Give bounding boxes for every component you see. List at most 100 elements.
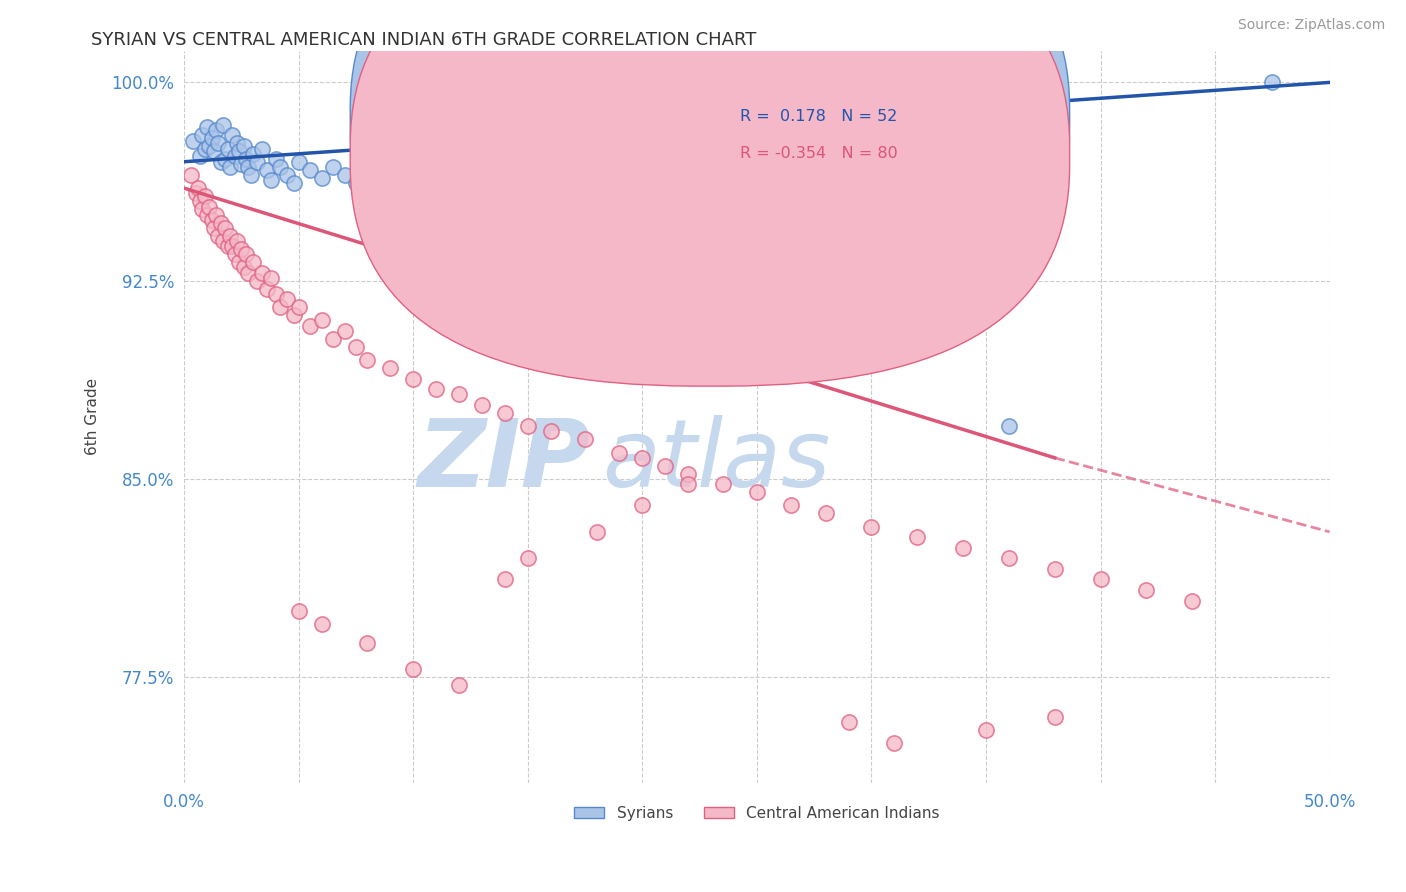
Point	[322, 160, 344, 174]
Point	[585, 524, 607, 539]
Point	[221, 128, 243, 143]
Point	[246, 274, 269, 288]
Point	[998, 419, 1021, 434]
Point	[231, 157, 253, 171]
Point	[269, 160, 291, 174]
Point	[180, 168, 202, 182]
Point	[205, 123, 228, 137]
Text: R = -0.354   N = 80: R = -0.354 N = 80	[740, 145, 897, 161]
Point	[344, 176, 367, 190]
Point	[287, 154, 309, 169]
Point	[191, 128, 214, 143]
Point	[232, 139, 254, 153]
Point	[425, 382, 447, 396]
Point	[1135, 582, 1157, 597]
Point	[224, 247, 246, 261]
Text: Source: ZipAtlas.com: Source: ZipAtlas.com	[1237, 18, 1385, 32]
Point	[205, 208, 228, 222]
Text: R =  0.178   N = 52: R = 0.178 N = 52	[740, 109, 897, 124]
Point	[276, 292, 298, 306]
Point	[209, 154, 232, 169]
Legend: Syrians, Central American Indians: Syrians, Central American Indians	[568, 799, 946, 827]
Point	[228, 255, 250, 269]
FancyBboxPatch shape	[350, 0, 1070, 386]
Point	[256, 162, 278, 177]
Point	[209, 215, 232, 229]
Point	[232, 260, 254, 275]
Point	[260, 173, 283, 187]
Point	[311, 170, 333, 185]
Point	[631, 499, 654, 513]
Point	[723, 168, 745, 182]
Point	[860, 170, 883, 185]
Point	[333, 168, 356, 182]
Point	[225, 234, 247, 248]
Point	[194, 141, 217, 155]
Point	[212, 118, 235, 132]
Point	[256, 282, 278, 296]
Point	[250, 141, 273, 155]
Point	[574, 433, 596, 447]
Point	[676, 467, 699, 481]
Point	[380, 181, 402, 195]
Point	[449, 168, 471, 182]
Point	[1181, 593, 1204, 607]
Point	[745, 485, 768, 500]
Point	[181, 134, 204, 148]
Point	[402, 662, 425, 676]
Point	[225, 136, 247, 151]
Point	[287, 300, 309, 314]
Point	[214, 152, 236, 166]
Point	[425, 176, 447, 190]
Point	[711, 477, 734, 491]
Point	[202, 144, 225, 158]
Point	[221, 239, 243, 253]
Point	[217, 141, 239, 155]
Point	[609, 445, 631, 459]
Point	[219, 160, 242, 174]
Y-axis label: 6th Grade: 6th Grade	[86, 378, 100, 456]
Point	[231, 242, 253, 256]
Point	[631, 450, 654, 465]
Point	[269, 300, 291, 314]
Point	[1090, 573, 1112, 587]
Point	[283, 308, 305, 322]
Point	[1043, 710, 1066, 724]
Point	[238, 266, 260, 280]
Point	[494, 160, 516, 174]
Point	[201, 213, 224, 227]
Point	[952, 541, 974, 555]
Point	[676, 477, 699, 491]
Point	[202, 220, 225, 235]
Text: SYRIAN VS CENTRAL AMERICAN INDIAN 6TH GRADE CORRELATION CHART: SYRIAN VS CENTRAL AMERICAN INDIAN 6TH GR…	[91, 31, 756, 49]
Point	[242, 255, 264, 269]
Point	[242, 146, 264, 161]
Point	[883, 736, 905, 750]
Point	[905, 530, 928, 544]
Text: ZIP: ZIP	[418, 415, 591, 507]
Point	[780, 499, 803, 513]
Point	[356, 636, 378, 650]
Point	[449, 387, 471, 401]
Point	[516, 419, 538, 434]
Point	[212, 234, 235, 248]
Point	[235, 152, 257, 166]
Point	[238, 160, 260, 174]
Point	[356, 353, 378, 368]
Point	[228, 144, 250, 158]
Point	[207, 136, 229, 151]
Point	[264, 287, 287, 301]
Point	[283, 176, 305, 190]
Point	[998, 551, 1021, 566]
Point	[814, 507, 837, 521]
Point	[250, 266, 273, 280]
Text: atlas: atlas	[602, 416, 831, 507]
Point	[239, 168, 262, 182]
Point	[219, 228, 242, 243]
Point	[246, 154, 269, 169]
Point	[184, 186, 207, 201]
Point	[235, 247, 257, 261]
Point	[195, 120, 218, 135]
Point	[471, 398, 494, 412]
Point	[299, 162, 322, 177]
